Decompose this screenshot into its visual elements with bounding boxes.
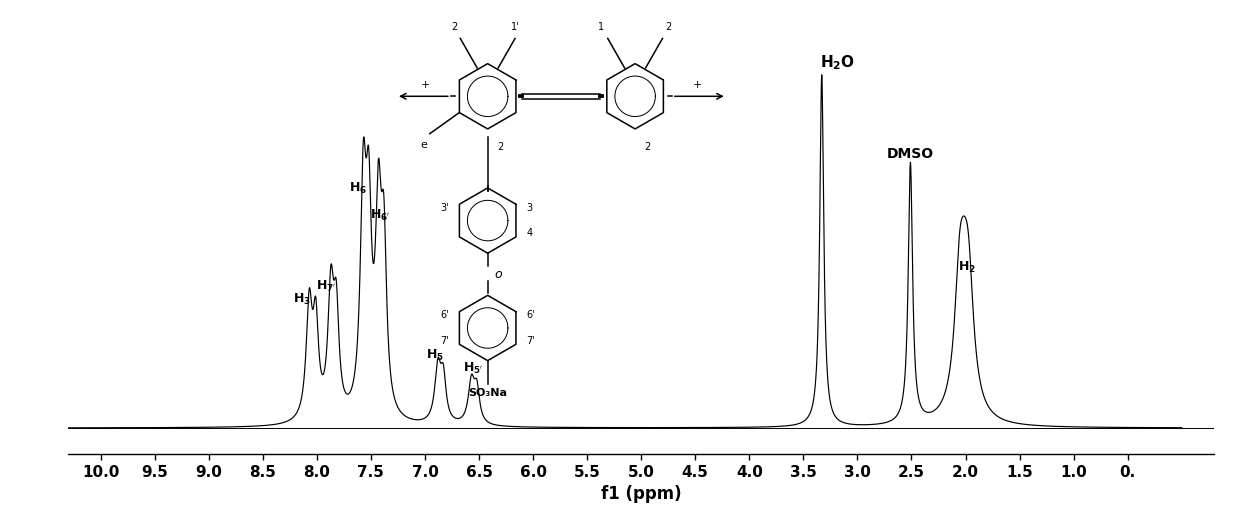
Text: 2: 2: [497, 141, 503, 151]
Text: 6': 6': [527, 311, 535, 321]
X-axis label: f1 (ppm): f1 (ppm): [601, 485, 681, 503]
Text: 7': 7': [527, 336, 535, 346]
Text: 3': 3': [440, 203, 449, 213]
Text: 3: 3: [527, 203, 533, 213]
Text: 6': 6': [440, 311, 449, 321]
Text: 1: 1: [598, 22, 605, 32]
Text: $\mathbf{H_6}$: $\mathbf{H_6}$: [349, 181, 367, 196]
Text: 2: 2: [665, 22, 672, 32]
Text: o: o: [494, 268, 502, 281]
Text: $\mathbf{H_{5^{\prime}}}$: $\mathbf{H_{5^{\prime}}}$: [463, 361, 483, 376]
Text: $\mathbf{H_{7^{\prime}}}$: $\mathbf{H_{7^{\prime}}}$: [316, 279, 337, 294]
Text: e: e: [420, 140, 427, 150]
Text: DMSO: DMSO: [887, 147, 934, 161]
Text: 7': 7': [440, 336, 449, 346]
Text: 4: 4: [527, 228, 533, 238]
Text: SO₃Na: SO₃Na: [468, 388, 507, 398]
Text: 2: 2: [451, 22, 457, 32]
Text: $\mathbf{H_5}$: $\mathbf{H_5}$: [426, 348, 444, 363]
Text: $\mathbf{H_2O}$: $\mathbf{H_2O}$: [819, 54, 855, 73]
Text: 1': 1': [510, 22, 519, 32]
Text: 2: 2: [644, 141, 650, 151]
Text: +: +: [693, 80, 703, 90]
Text: $\mathbf{H_3}$: $\mathbf{H_3}$: [292, 292, 311, 307]
Text: $\mathbf{H_2}$: $\mathbf{H_2}$: [958, 259, 975, 275]
Text: +: +: [421, 80, 430, 90]
Text: $\mathbf{H_{6^{\prime}}}$: $\mathbf{H_{6^{\prime}}}$: [370, 207, 390, 222]
